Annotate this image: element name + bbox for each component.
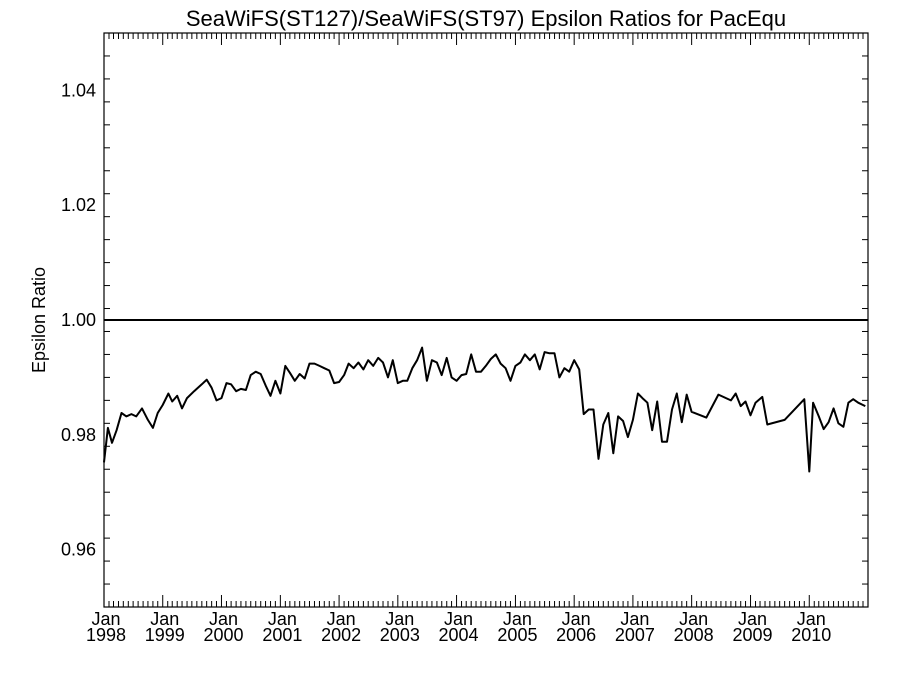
x-tick-label-year: 2008	[674, 625, 714, 645]
y-tick-label: 1.00	[61, 310, 96, 330]
x-tick-label-year: 2009	[733, 625, 773, 645]
x-tick-label-month: Jan	[150, 609, 179, 629]
x-tick-label-year: 2010	[791, 625, 831, 645]
x-tick-label-month: Jan	[385, 609, 414, 629]
x-tick-label-year: 2001	[262, 625, 302, 645]
x-tick-label-year: 2003	[380, 625, 420, 645]
x-tick-label-year: 1999	[145, 625, 185, 645]
x-tick-label-year: 2006	[556, 625, 596, 645]
chart-title: SeaWiFS(ST127)/SeaWiFS(ST97) Epsilon Rat…	[186, 6, 786, 31]
y-tick-label: 0.98	[61, 425, 96, 445]
y-axis-title: Epsilon Ratio	[29, 267, 49, 373]
x-tick-label-month: Jan	[327, 609, 356, 629]
x-tick-label-month: Jan	[268, 609, 297, 629]
x-tick-label-month: Jan	[620, 609, 649, 629]
x-tick-label-month: Jan	[91, 609, 120, 629]
x-tick-label-year: 2004	[439, 625, 479, 645]
x-tick-label-month: Jan	[209, 609, 238, 629]
x-tick-label-month: Jan	[797, 609, 826, 629]
x-tick-label-month: Jan	[738, 609, 767, 629]
x-tick-label-year: 2007	[615, 625, 655, 645]
x-tick-label-month: Jan	[503, 609, 532, 629]
x-tick-label-year: 2002	[321, 625, 361, 645]
x-tick-label-year: 2000	[203, 625, 243, 645]
x-tick-label-year: 2005	[497, 625, 537, 645]
plot-area: 0.960.981.001.021.04Jan1998Jan1999Jan200…	[61, 32, 869, 645]
y-tick-label: 1.04	[61, 80, 96, 100]
y-tick-label: 1.02	[61, 195, 96, 215]
y-tick-label: 0.96	[61, 540, 96, 560]
x-tick-label-month: Jan	[562, 609, 591, 629]
x-tick-label-year: 1998	[86, 625, 126, 645]
x-tick-label-month: Jan	[679, 609, 708, 629]
x-tick-label-month: Jan	[444, 609, 473, 629]
series-line	[103, 346, 866, 473]
